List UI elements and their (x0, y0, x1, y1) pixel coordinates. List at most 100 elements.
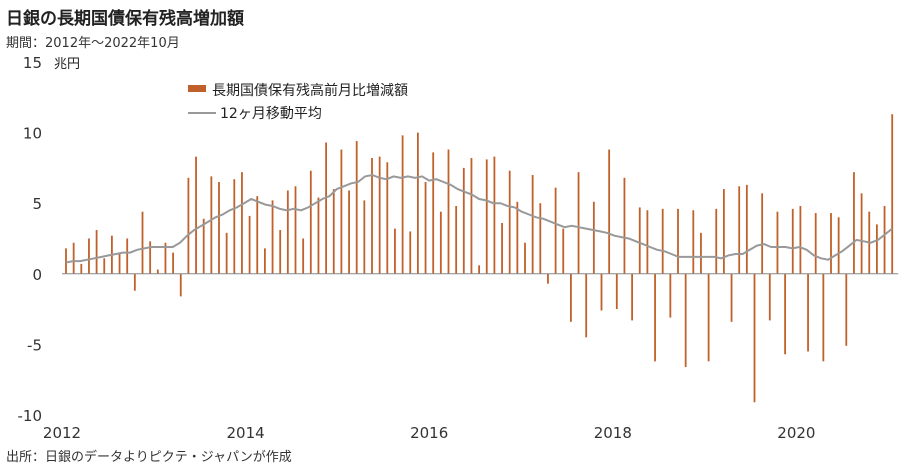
bar (585, 273, 588, 338)
bar (286, 190, 289, 274)
bar (723, 189, 725, 274)
bar (103, 258, 106, 274)
bar (187, 177, 190, 274)
chart-subtitle: 期間：2012年～2022年10月 (6, 36, 180, 51)
bar (309, 170, 312, 274)
bar (325, 142, 327, 274)
bar (348, 190, 350, 274)
bar (248, 215, 251, 274)
x-tick-label: 2016 (410, 424, 448, 442)
bar (615, 273, 618, 310)
bar (462, 167, 465, 274)
bar (256, 196, 259, 274)
bar (577, 172, 580, 274)
bar (394, 228, 396, 274)
bar (195, 156, 197, 274)
bar (417, 132, 419, 274)
bar (684, 273, 687, 367)
bar (340, 149, 343, 274)
bar (355, 141, 358, 274)
bar (202, 218, 205, 274)
bar (830, 213, 832, 274)
y-tick-label: 15 (23, 54, 42, 72)
bar (455, 206, 458, 274)
y-tick-label: 0 (32, 266, 42, 284)
bar (65, 248, 67, 274)
bar (294, 186, 297, 274)
bar (837, 217, 840, 274)
bar (508, 170, 511, 274)
bar (80, 263, 83, 274)
bar (669, 273, 672, 318)
legend-line-label: 12ヶ月移動平均 (220, 106, 322, 122)
bar (554, 187, 557, 274)
bar (677, 208, 679, 274)
bar (876, 224, 878, 274)
bar (608, 149, 611, 274)
bar (141, 211, 144, 274)
x-tick-label: 2014 (227, 424, 265, 442)
bar (264, 248, 266, 274)
bar (661, 208, 664, 274)
bar (600, 273, 603, 311)
bar (547, 273, 549, 284)
bar-series (65, 114, 894, 403)
bar (126, 238, 129, 274)
y-axis-unit: 兆円 (54, 57, 80, 72)
bar (225, 232, 228, 274)
bar (172, 252, 174, 274)
bar (133, 273, 136, 291)
bar (891, 114, 894, 274)
bar (409, 231, 412, 274)
bar (807, 273, 809, 352)
bar (72, 242, 75, 274)
bar (776, 211, 779, 274)
bar (784, 273, 786, 355)
bar (493, 156, 496, 274)
source-note: 出所：日銀のデータよりピクテ・ジャパンが作成 (6, 450, 292, 465)
bar (478, 265, 480, 274)
bar (761, 193, 764, 274)
bar (531, 174, 534, 274)
bar (638, 207, 641, 274)
bar (447, 149, 450, 274)
bar (768, 273, 771, 321)
bar (317, 197, 320, 274)
bar (654, 273, 656, 362)
x-tick-label: 2012 (43, 424, 81, 442)
bar (592, 201, 595, 274)
bar (539, 203, 542, 274)
bar (432, 152, 435, 274)
moving-average-line (65, 173, 893, 264)
bar (470, 158, 473, 274)
bar (386, 162, 389, 274)
y-tick-label: 10 (23, 125, 42, 143)
bar (241, 172, 243, 274)
bar (700, 232, 702, 274)
bar (853, 172, 855, 274)
bar (378, 156, 381, 274)
bar (371, 158, 373, 274)
bar (646, 210, 649, 274)
bar (814, 213, 817, 274)
bar (302, 238, 305, 274)
bar (88, 238, 90, 274)
bar (233, 179, 236, 274)
y-tick-label: -10 (18, 407, 43, 425)
bar (424, 182, 427, 274)
bar (631, 273, 633, 321)
bar (738, 186, 741, 274)
bar (570, 273, 572, 322)
bar (799, 206, 802, 274)
legend-bar-swatch (188, 85, 206, 92)
bar (692, 210, 695, 274)
chart-title: 日銀の長期国債保有残高増加額 (6, 9, 244, 29)
bar (401, 135, 404, 274)
bar (164, 242, 167, 274)
bar (439, 211, 442, 274)
bar (845, 273, 848, 346)
y-tick-label: -5 (27, 336, 42, 354)
bar (363, 200, 366, 274)
bar (332, 189, 335, 274)
